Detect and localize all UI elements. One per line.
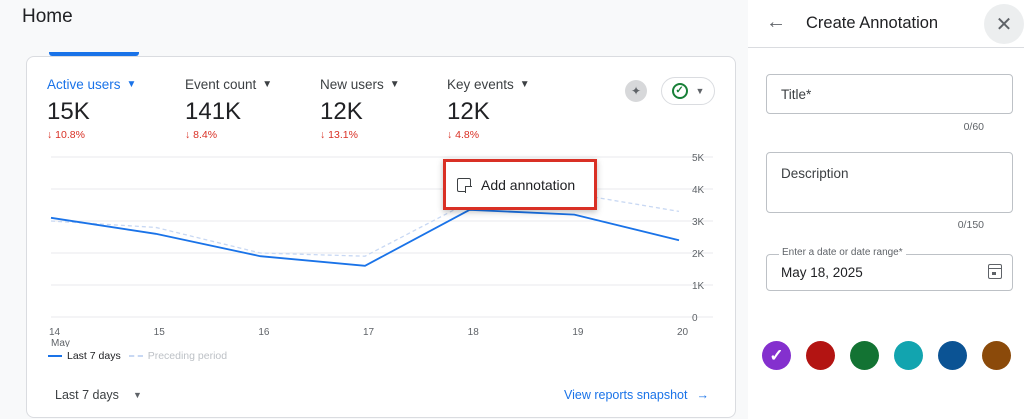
metric-label: Event count (185, 77, 257, 92)
metric-active-users[interactable]: Active users ▼ 15K ↓ 10.8% (47, 77, 136, 141)
x-tick-label: 16 (258, 327, 270, 338)
panel-title: Create Annotation (806, 14, 939, 32)
calendar-icon[interactable] (988, 264, 1002, 279)
color-swatches: ✓ (762, 341, 1011, 370)
comparison-status-button[interactable]: ✓ ▼ (661, 77, 715, 105)
caret-down-icon: ▼ (132, 390, 142, 400)
title-counter: 0/60 (963, 121, 984, 133)
color-swatch-teal[interactable] (894, 341, 923, 370)
caret-down-icon: ▼ (262, 79, 273, 90)
x-tick-label: 19 (572, 327, 584, 338)
check-circle-icon: ✓ (671, 83, 688, 99)
metric-value: 141K (185, 98, 242, 125)
x-tick-label: 18 (468, 327, 480, 338)
caret-down-icon: ▼ (389, 79, 400, 90)
x-tick-label: 20 (677, 327, 689, 338)
back-arrow-icon[interactable]: ← (766, 11, 786, 33)
metric-label: Key events (447, 77, 514, 92)
description-counter: 0/150 (957, 219, 984, 231)
add-annotation-button[interactable]: Add annotation (443, 159, 597, 210)
x-tick-label: 17 (363, 327, 375, 338)
metric-event-count[interactable]: Event count ▼ 141K ↓ 8.4% (185, 77, 272, 141)
y-tick-label: 2K (692, 249, 705, 260)
caret-down-icon: ▼ (695, 86, 705, 96)
x-tick-label: 15 (154, 327, 166, 338)
metric-value: 12K (320, 98, 363, 125)
line-chart: 5K 4K 3K 2K 1K 0 14 15 16 17 18 19 20 May (49, 153, 713, 347)
color-swatch-blue[interactable] (938, 341, 967, 370)
active-metric-indicator (49, 52, 139, 56)
date-range-selector[interactable]: Last 7 days ▼ (55, 388, 142, 402)
legend-swatch-current (48, 355, 62, 357)
close-icon: ✕ (995, 13, 1013, 36)
title-placeholder: Title* (781, 87, 812, 102)
metric-change: ↓ 8.4% (185, 129, 218, 141)
color-swatch-green[interactable] (850, 341, 879, 370)
metric-label: Active users (47, 77, 121, 92)
caret-down-icon: ▼ (519, 79, 530, 90)
date-field-label: Enter a date or date range* (779, 247, 906, 258)
metric-value: 15K (47, 98, 90, 125)
x-tick-sublabel: May (51, 338, 70, 347)
series-line-last-7-days (50, 208, 680, 267)
y-tick-label: 0 (692, 313, 698, 324)
annotation-date-field[interactable]: Enter a date or date range* May 18, 2025 (766, 247, 1013, 291)
date-field-value: May 18, 2025 (781, 265, 863, 280)
x-tick-label: 14 (49, 327, 61, 338)
metric-change: ↓ 4.8% (447, 129, 480, 141)
color-swatch-brown[interactable] (982, 341, 1011, 370)
panel-header: ← Create Annotation ✕ (748, 0, 1024, 48)
y-tick-label: 5K (692, 153, 705, 164)
view-link-label: View reports snapshot (564, 388, 688, 402)
check-icon: ✓ (769, 345, 784, 365)
caret-down-icon: ▼ (126, 79, 137, 90)
note-icon (457, 177, 472, 193)
add-annotation-label: Add annotation (481, 176, 576, 193)
create-annotation-panel: ← Create Annotation ✕ Title* 0/60 Descri… (748, 0, 1024, 419)
legend-swatch-previous (128, 355, 143, 357)
metric-key-events[interactable]: Key events ▼ 12K ↓ 4.8% (447, 77, 530, 141)
insights-icon[interactable]: ✦ (625, 80, 647, 102)
legend-label-previous: Preceding period (147, 350, 228, 362)
date-range-label: Last 7 days (55, 388, 119, 402)
legend-label-current: Last 7 days (67, 350, 121, 362)
chart-legend: Last 7 days Preceding period (48, 350, 227, 362)
view-reports-snapshot-link[interactable]: View reports snapshot → (564, 388, 709, 402)
annotation-title-field[interactable]: Title* (766, 74, 1013, 114)
y-tick-label: 1K (692, 281, 705, 292)
annotation-description-field[interactable]: Description (766, 152, 1013, 213)
color-swatch-purple[interactable]: ✓ (762, 341, 791, 370)
y-tick-label: 4K (692, 185, 705, 196)
color-swatch-red[interactable] (806, 341, 835, 370)
metric-change: ↓ 10.8% (47, 129, 85, 141)
metric-new-users[interactable]: New users ▼ 12K ↓ 13.1% (320, 77, 400, 141)
page-title: Home (22, 6, 73, 27)
y-tick-label: 3K (692, 217, 705, 228)
arrow-right-icon: → (696, 388, 709, 402)
close-button[interactable]: ✕ (984, 4, 1024, 44)
description-placeholder: Description (781, 166, 849, 181)
main-area: Home Active users ▼ 15K ↓ 10.8% Event cou… (22, 6, 736, 418)
overview-card: Active users ▼ 15K ↓ 10.8% Event count ▼ 1… (26, 56, 736, 418)
metric-value: 12K (447, 98, 490, 125)
metric-change: ↓ 13.1% (320, 129, 358, 141)
metric-label: New users (320, 77, 384, 92)
